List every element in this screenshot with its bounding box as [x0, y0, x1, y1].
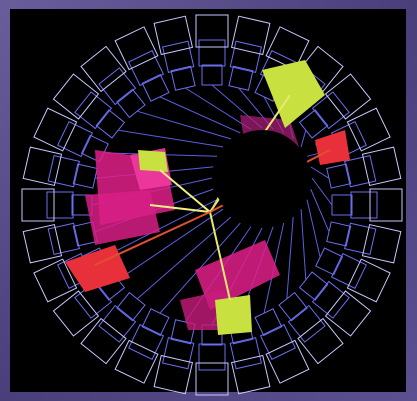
detector-cell — [297, 317, 344, 365]
detector-cell — [324, 73, 372, 120]
yellow-deposit — [262, 60, 325, 128]
detector-cell — [259, 323, 296, 360]
detector-cell — [80, 317, 127, 365]
track — [209, 211, 231, 301]
detector-cell — [22, 223, 63, 264]
detector-cell — [361, 146, 402, 187]
detector-cell — [128, 323, 165, 360]
detector-cell — [330, 252, 367, 289]
detector-cell — [162, 40, 195, 73]
detector-cell — [72, 163, 98, 189]
detector-cell — [153, 354, 194, 395]
detector-cell — [46, 191, 74, 219]
detector-cell — [153, 15, 194, 56]
detector-cell — [195, 14, 229, 48]
detector-cell — [346, 107, 391, 152]
detector-cell — [128, 50, 165, 87]
detector-cell — [21, 188, 55, 222]
detector-cell — [198, 343, 226, 371]
detector-cell — [311, 91, 350, 130]
detector-spoke — [118, 129, 223, 148]
detector-cell — [47, 155, 80, 188]
detector-cell — [344, 155, 377, 188]
detector-spoke — [117, 208, 224, 281]
detector-cell — [22, 146, 63, 187]
detector-cell — [311, 280, 350, 319]
detector-cell — [33, 258, 78, 303]
detector-cell — [195, 362, 229, 396]
yellow-deposit — [215, 295, 252, 335]
detector-spoke — [310, 166, 330, 179]
detector-cell — [344, 222, 377, 255]
detector-cell — [52, 73, 100, 120]
red-deposit — [315, 130, 350, 165]
detector-cell — [33, 107, 78, 152]
detector-cell — [230, 15, 271, 56]
energy-deposits — [65, 60, 350, 335]
detector-cell — [116, 88, 146, 119]
detector-spoke — [103, 199, 218, 258]
detector-cell — [98, 67, 137, 106]
detector-cell — [229, 40, 262, 73]
detector-cell — [170, 65, 196, 91]
detector-cell — [198, 39, 226, 67]
detector-spoke — [306, 199, 321, 258]
detector-cell — [265, 26, 310, 71]
detector-cell — [162, 337, 195, 370]
detector-cell — [98, 304, 137, 343]
detector-cell — [346, 258, 391, 303]
detector-cell — [114, 26, 159, 71]
detector-cell — [350, 191, 378, 219]
detector-cell — [74, 91, 113, 130]
detector-cell — [228, 65, 254, 91]
inner-bore — [214, 130, 310, 226]
detector-spoke — [300, 209, 307, 280]
track — [94, 211, 211, 266]
detector-spoke — [185, 87, 252, 130]
detector-cell — [230, 354, 271, 395]
detector-cell — [47, 222, 80, 255]
detector-spoke — [137, 110, 231, 140]
detector-cell — [298, 109, 329, 139]
detector-spoke — [311, 177, 333, 206]
detector-cell — [369, 188, 403, 222]
magenta-deposit — [85, 190, 160, 245]
detector-spoke — [300, 130, 307, 147]
detector-cell — [324, 290, 372, 337]
detector-cell — [361, 223, 402, 264]
detector-spoke — [286, 217, 294, 299]
detector-cell — [116, 291, 146, 322]
detector-spoke — [159, 96, 241, 134]
track — [159, 169, 211, 213]
detector-cell — [80, 45, 127, 93]
track — [149, 204, 211, 213]
detector-cell — [229, 337, 262, 370]
detector-cell — [114, 339, 159, 384]
detector-cell — [265, 339, 310, 384]
detector-cell — [57, 121, 94, 158]
yellow-deposit — [138, 150, 168, 172]
detector-cell — [287, 304, 326, 343]
detector-spoke — [310, 188, 330, 232]
detector-cell — [52, 290, 100, 337]
